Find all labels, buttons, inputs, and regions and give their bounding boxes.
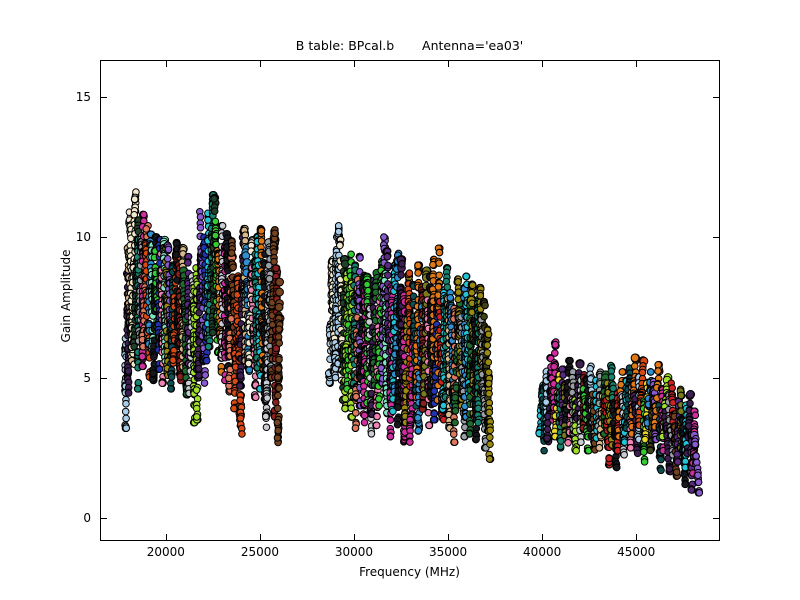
plot-title: B table: BPcal.b Antenna='ea03' [295,38,524,53]
y-tick-label: 0 [83,511,91,526]
y-axis-label: Gain Amplitude [59,249,73,343]
y-tick-label: 10 [75,230,91,245]
x-axis-label: Frequency (MHz) [359,565,460,579]
x-tick-label: 30000 [334,545,374,559]
y-tick-label: 5 [83,370,91,385]
x-tick-label: 25000 [240,545,280,559]
y-tick-label: 15 [75,89,91,104]
x-tick-label: 35000 [428,545,468,559]
x-tick-label: 20000 [146,545,185,559]
x-tick-label: 40000 [523,545,562,559]
x-tick-label: 45000 [617,545,656,559]
